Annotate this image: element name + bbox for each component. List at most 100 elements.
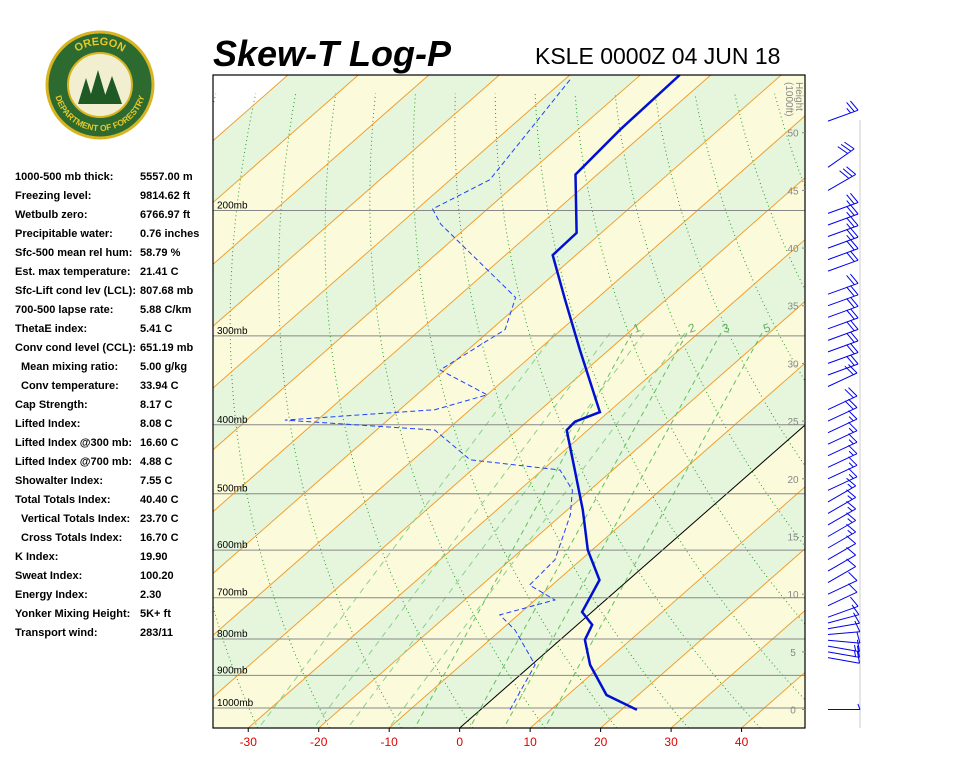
index-label: ThetaE index: [15,323,87,335]
y2-tick-label: 25 [787,417,799,428]
y2-label: (1000ft) [783,82,794,116]
index-value: 23.70 C [140,513,179,525]
pressure-label: 900mb [217,665,248,676]
index-value: 33.94 C [140,380,179,392]
wind-barb [828,142,854,167]
wind-barb [828,572,857,594]
y2-tick-label: 35 [787,302,799,313]
wind-barb [828,274,858,294]
x-tick-label: -30 [240,735,258,749]
index-label: Lifted Index @700 mb: [15,456,132,468]
index-label: Freezing level: [15,190,91,202]
y2-tick-label: 20 [787,475,799,486]
index-label: Transport wind: [15,627,98,639]
wind-barb [828,101,858,121]
index-label: Lifted Index: [15,418,80,430]
index-value: 8.17 C [140,399,172,411]
index-label: Sweat Index: [15,570,82,582]
wind-barb [828,559,856,583]
index-value: 40.40 C [140,494,179,506]
index-value: 8.08 C [140,418,172,430]
wind-barb [828,167,856,191]
index-label: Energy Index: [15,589,88,601]
index-label: Total Totals Index: [15,494,111,506]
index-label: 1000-500 mb thick: [15,171,113,183]
pressure-label: 300mb [217,326,248,337]
isotherm [883,75,960,728]
index-value: 5.00 g/kg [140,361,187,373]
index-value: 807.68 mb [140,285,193,297]
logo: OREGON DEPARTMENT OF FORESTRY [47,32,153,138]
index-value: 21.41 C [140,266,179,278]
pressure-label: 1000mb [217,698,254,709]
index-label: Conv temperature: [21,380,119,392]
index-value: 0.76 inches [140,228,199,240]
y2-tick-label: 15 [787,532,799,543]
index-label: Cross Totals Index: [21,532,122,544]
pressure-label: 700mb [217,588,248,599]
dry-adiabat [934,94,960,728]
pressure-label: 500mb [217,484,248,495]
x-tick-label: 0 [456,735,463,749]
index-label: Wetbulb zero: [15,209,88,221]
index-label: Sfc-Lift cond lev (LCL): [15,285,136,297]
index-value: 100.20 [140,570,174,582]
y2-tick-label: 5 [790,648,796,659]
wind-barb [828,536,856,560]
pressure-label: 200mb [217,201,248,212]
index-label: Mean mixing ratio: [21,361,118,373]
index-value: 58.79 % [140,247,181,259]
wind-barb [828,388,857,410]
index-value: 5557.00 m [140,171,193,183]
index-value: 16.70 C [140,532,179,544]
index-label: Showalter Index: [15,475,103,487]
index-label: Precipitable water: [15,228,113,240]
x-tick-label: -20 [310,735,328,749]
indices: 1000-500 mb thick: 5557.00 m Freezing leve… [15,171,199,639]
index-label: Yonker Mixing Height: [15,608,130,620]
isotherm [812,75,960,728]
index-value: 7.55 C [140,475,172,487]
x-tick-label: -10 [381,735,399,749]
band [812,75,960,728]
wind-barb [828,704,860,710]
index-label: Cap Strength: [15,399,88,411]
index-value: 16.60 C [140,437,179,449]
y2-tick-label: 50 [787,129,799,140]
wind-barb [828,365,857,387]
pressure-label: 600mb [217,540,248,551]
y2-tick-label: 40 [787,244,799,255]
index-label: Sfc-500 mean rel hum: [15,247,132,259]
index-value: 4.88 C [140,456,172,468]
index-value: 9814.62 ft [140,190,190,202]
dry-adiabat [894,94,960,728]
index-label: K Index: [15,551,58,563]
wind-barb [828,547,856,571]
y2-tick-label: 0 [790,706,796,717]
index-value: 2.30 [140,589,161,601]
index-value: 651.19 mb [140,342,193,354]
dry-adiabat [815,94,960,728]
y2-tick-label: 10 [787,590,799,601]
index-value: 5K+ ft [140,608,171,620]
wind-barbs [828,101,860,710]
wind-barb [828,524,856,548]
x-tick-label: 20 [594,735,608,749]
index-label: Vertical Totals Index: [21,513,130,525]
index-value: 5.88 C/km [140,304,192,316]
index-value: 19.90 [140,551,168,563]
x-tick-label: 40 [735,735,749,749]
title: Skew-T Log-P [213,33,452,74]
index-label: 700-500 lapse rate: [15,304,113,316]
index-value: 6766.97 ft [140,209,190,221]
index-value: 283/11 [140,627,173,639]
x-tick-label: 10 [523,735,537,749]
index-label: Conv cond level (CCL): [15,342,136,354]
y2-tick-label: 30 [787,359,799,370]
wind-barb [828,193,858,213]
index-label: Est. max temperature: [15,266,131,278]
y2-tick-label: 45 [787,186,799,197]
pressure-label: 400mb [217,415,248,426]
